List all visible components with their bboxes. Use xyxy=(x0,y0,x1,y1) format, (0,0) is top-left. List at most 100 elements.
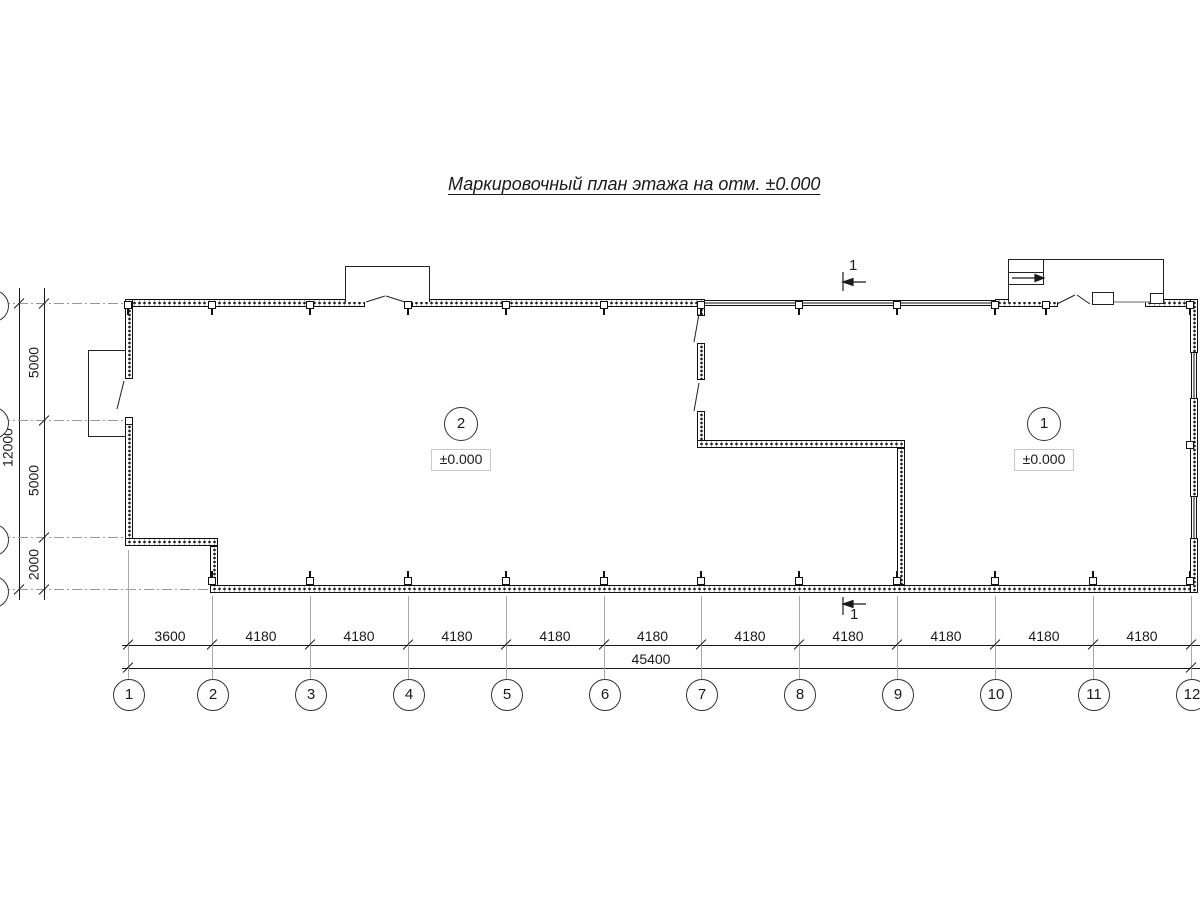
dim-bottom-seg-1: 3600 xyxy=(154,628,186,644)
column-marker-top-tick-9 xyxy=(896,309,898,315)
dim-line-left-segments xyxy=(44,288,45,600)
grid-bubble-7: 7 xyxy=(686,679,718,711)
column-marker-bottom-tick-5 xyxy=(603,571,605,577)
dim-bottom-seg-8: 4180 xyxy=(832,628,864,644)
column-marker-bottom-7 xyxy=(795,577,803,585)
column-marker-bottom-tick-4 xyxy=(505,571,507,577)
dim-bottom-seg-6: 4180 xyxy=(636,628,669,644)
section-mark-bottom-arrow xyxy=(841,599,854,609)
window-right-2 xyxy=(1191,497,1197,538)
column-marker-bottom-11 xyxy=(1186,577,1194,585)
grid-line-3 xyxy=(310,596,311,679)
entrance-step-1 xyxy=(1092,292,1114,305)
column-marker-bottom-3 xyxy=(404,577,412,585)
room-1-elevation: ±0.000 xyxy=(1014,449,1074,471)
grid-bubble-8: 8 xyxy=(784,679,816,711)
dim-bottom-seg-4: 4180 xyxy=(441,628,473,644)
column-marker-bottom-10 xyxy=(1089,577,1097,585)
column-marker-left-wall xyxy=(125,417,133,425)
drawing-title: Маркировочный план этажа на отм. ±0.000 xyxy=(448,174,821,194)
section-label-top: 1 xyxy=(849,257,858,274)
column-marker-bottom-5 xyxy=(600,577,608,585)
column-marker-top-tick-4 xyxy=(407,309,409,315)
grid-bubble-9: 9 xyxy=(882,679,914,711)
porch-left xyxy=(88,350,125,437)
column-marker-top-12 xyxy=(1186,301,1194,309)
dim-line-bottom-total xyxy=(122,668,1200,669)
column-marker-top-10 xyxy=(991,301,999,309)
door-swing-left-wall xyxy=(116,380,125,410)
column-marker-top-tick-8 xyxy=(798,309,800,315)
grid-bubble-1: 1 xyxy=(113,679,145,711)
partition-h xyxy=(697,440,905,448)
section-mark-top-arrow xyxy=(841,277,854,287)
column-marker-top-4 xyxy=(404,301,412,309)
door-swing-entrance-right xyxy=(1076,294,1091,305)
column-marker-bottom-tick-10 xyxy=(1092,571,1094,577)
column-marker-bottom-6 xyxy=(697,577,705,585)
dim-bottom-seg-10: 4180 xyxy=(1028,628,1060,644)
grid-bubble-5: 5 xyxy=(491,679,523,711)
wall-right-1 xyxy=(1190,299,1198,353)
column-marker-top-tick-3 xyxy=(309,309,311,315)
column-marker-top-tick-5 xyxy=(505,309,507,315)
door-swing-entrance-left xyxy=(1056,294,1076,305)
column-marker-top-9 xyxy=(893,301,901,309)
row-axis-low xyxy=(0,537,125,538)
row-axis-mid xyxy=(0,420,125,421)
column-marker-top-tick-11 xyxy=(1045,309,1047,315)
row-axis-bottom xyxy=(0,589,210,590)
column-marker-top-11 xyxy=(1042,301,1050,309)
column-marker-bottom-tick-8 xyxy=(896,571,898,577)
column-marker-bottom-2 xyxy=(306,577,314,585)
dim-bottom-total-text: 45400 xyxy=(631,651,671,667)
wall-right-3 xyxy=(1190,538,1198,593)
column-marker-top-7 xyxy=(697,301,705,309)
dim-left-seg-2: 5000 xyxy=(25,464,42,497)
column-marker-bottom-9 xyxy=(991,577,999,585)
grid-line-6 xyxy=(604,596,605,679)
grid-line-8 xyxy=(799,596,800,679)
grid-line-2 xyxy=(212,596,213,679)
room-1-number: 1 xyxy=(1027,407,1061,441)
column-marker-bottom-tick-2 xyxy=(309,571,311,577)
grid-line-5 xyxy=(506,596,507,679)
column-marker-top-3 xyxy=(306,301,314,309)
door-swing-top-porch-left xyxy=(365,295,386,303)
entrance-step-2 xyxy=(1150,293,1164,304)
section-label-bottom: 1 xyxy=(850,606,859,623)
grid-line-11 xyxy=(1093,596,1094,679)
window-band-top xyxy=(705,300,995,306)
grid-bubble-2: 2 xyxy=(197,679,229,711)
dim-left-seg-3: 2000 xyxy=(25,548,42,581)
grid-bubble-3: 3 xyxy=(295,679,327,711)
column-marker-top-tick-2 xyxy=(211,309,213,315)
dim-line-left-total xyxy=(19,288,20,600)
column-marker-right-wall xyxy=(1186,441,1194,449)
grid-bubble-11: 11 xyxy=(1078,679,1110,711)
ramp-box-divider xyxy=(1009,272,1043,273)
window-right-1 xyxy=(1191,353,1197,398)
column-marker-bottom-4 xyxy=(502,577,510,585)
grid-line-9 xyxy=(897,596,898,679)
partition-v1 xyxy=(697,343,705,380)
wall-left-1 xyxy=(125,299,133,379)
dim-bottom-seg-5: 4180 xyxy=(539,628,571,644)
column-marker-bottom-8 xyxy=(893,577,901,585)
grid-line-4 xyxy=(408,596,409,679)
column-marker-top-6 xyxy=(600,301,608,309)
column-marker-bottom-tick-3 xyxy=(407,571,409,577)
column-marker-bottom-tick-1 xyxy=(211,571,213,577)
door-swing-partition-1 xyxy=(693,313,700,343)
grid-bubble-10: 10 xyxy=(980,679,1012,711)
dim-bottom-seg-2: 4180 xyxy=(245,628,277,644)
grid-bubble-12: 12 xyxy=(1176,679,1200,711)
door-swing-partition-2 xyxy=(693,382,700,412)
wall-step-h xyxy=(125,538,218,546)
dim-bottom-seg-3: 4180 xyxy=(343,628,375,644)
ramp-arrow-head xyxy=(1034,273,1046,283)
grid-line-7 xyxy=(701,596,702,679)
dim-bottom-seg-11: 4180 xyxy=(1126,628,1158,644)
